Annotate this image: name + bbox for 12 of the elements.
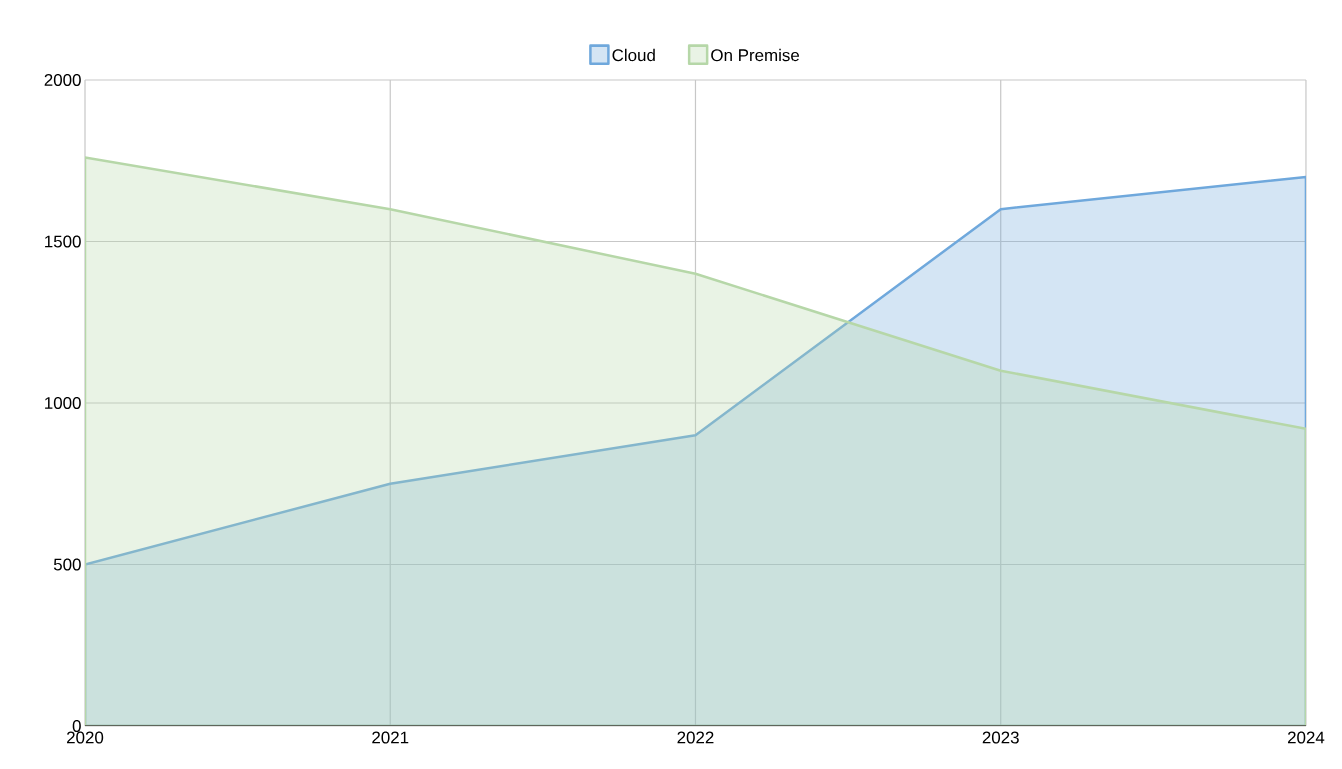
- x-tick-label: 2023: [982, 731, 1019, 744]
- y-tick-label: 500: [53, 558, 81, 571]
- x-tick-label: 2021: [372, 731, 409, 744]
- y-tick-label: 0: [72, 720, 81, 732]
- y-tick-label: 2000: [44, 73, 81, 86]
- y-tick-label: 1500: [45, 235, 81, 248]
- y-tick-label: 1000: [45, 397, 81, 409]
- legend-label: On Premise: [711, 48, 800, 62]
- legend-label: Cloud: [612, 48, 655, 62]
- x-tick-label: 2022: [677, 731, 714, 744]
- x-tick-label: 2024: [1287, 731, 1325, 744]
- x-tick-label: 2020: [67, 731, 104, 744]
